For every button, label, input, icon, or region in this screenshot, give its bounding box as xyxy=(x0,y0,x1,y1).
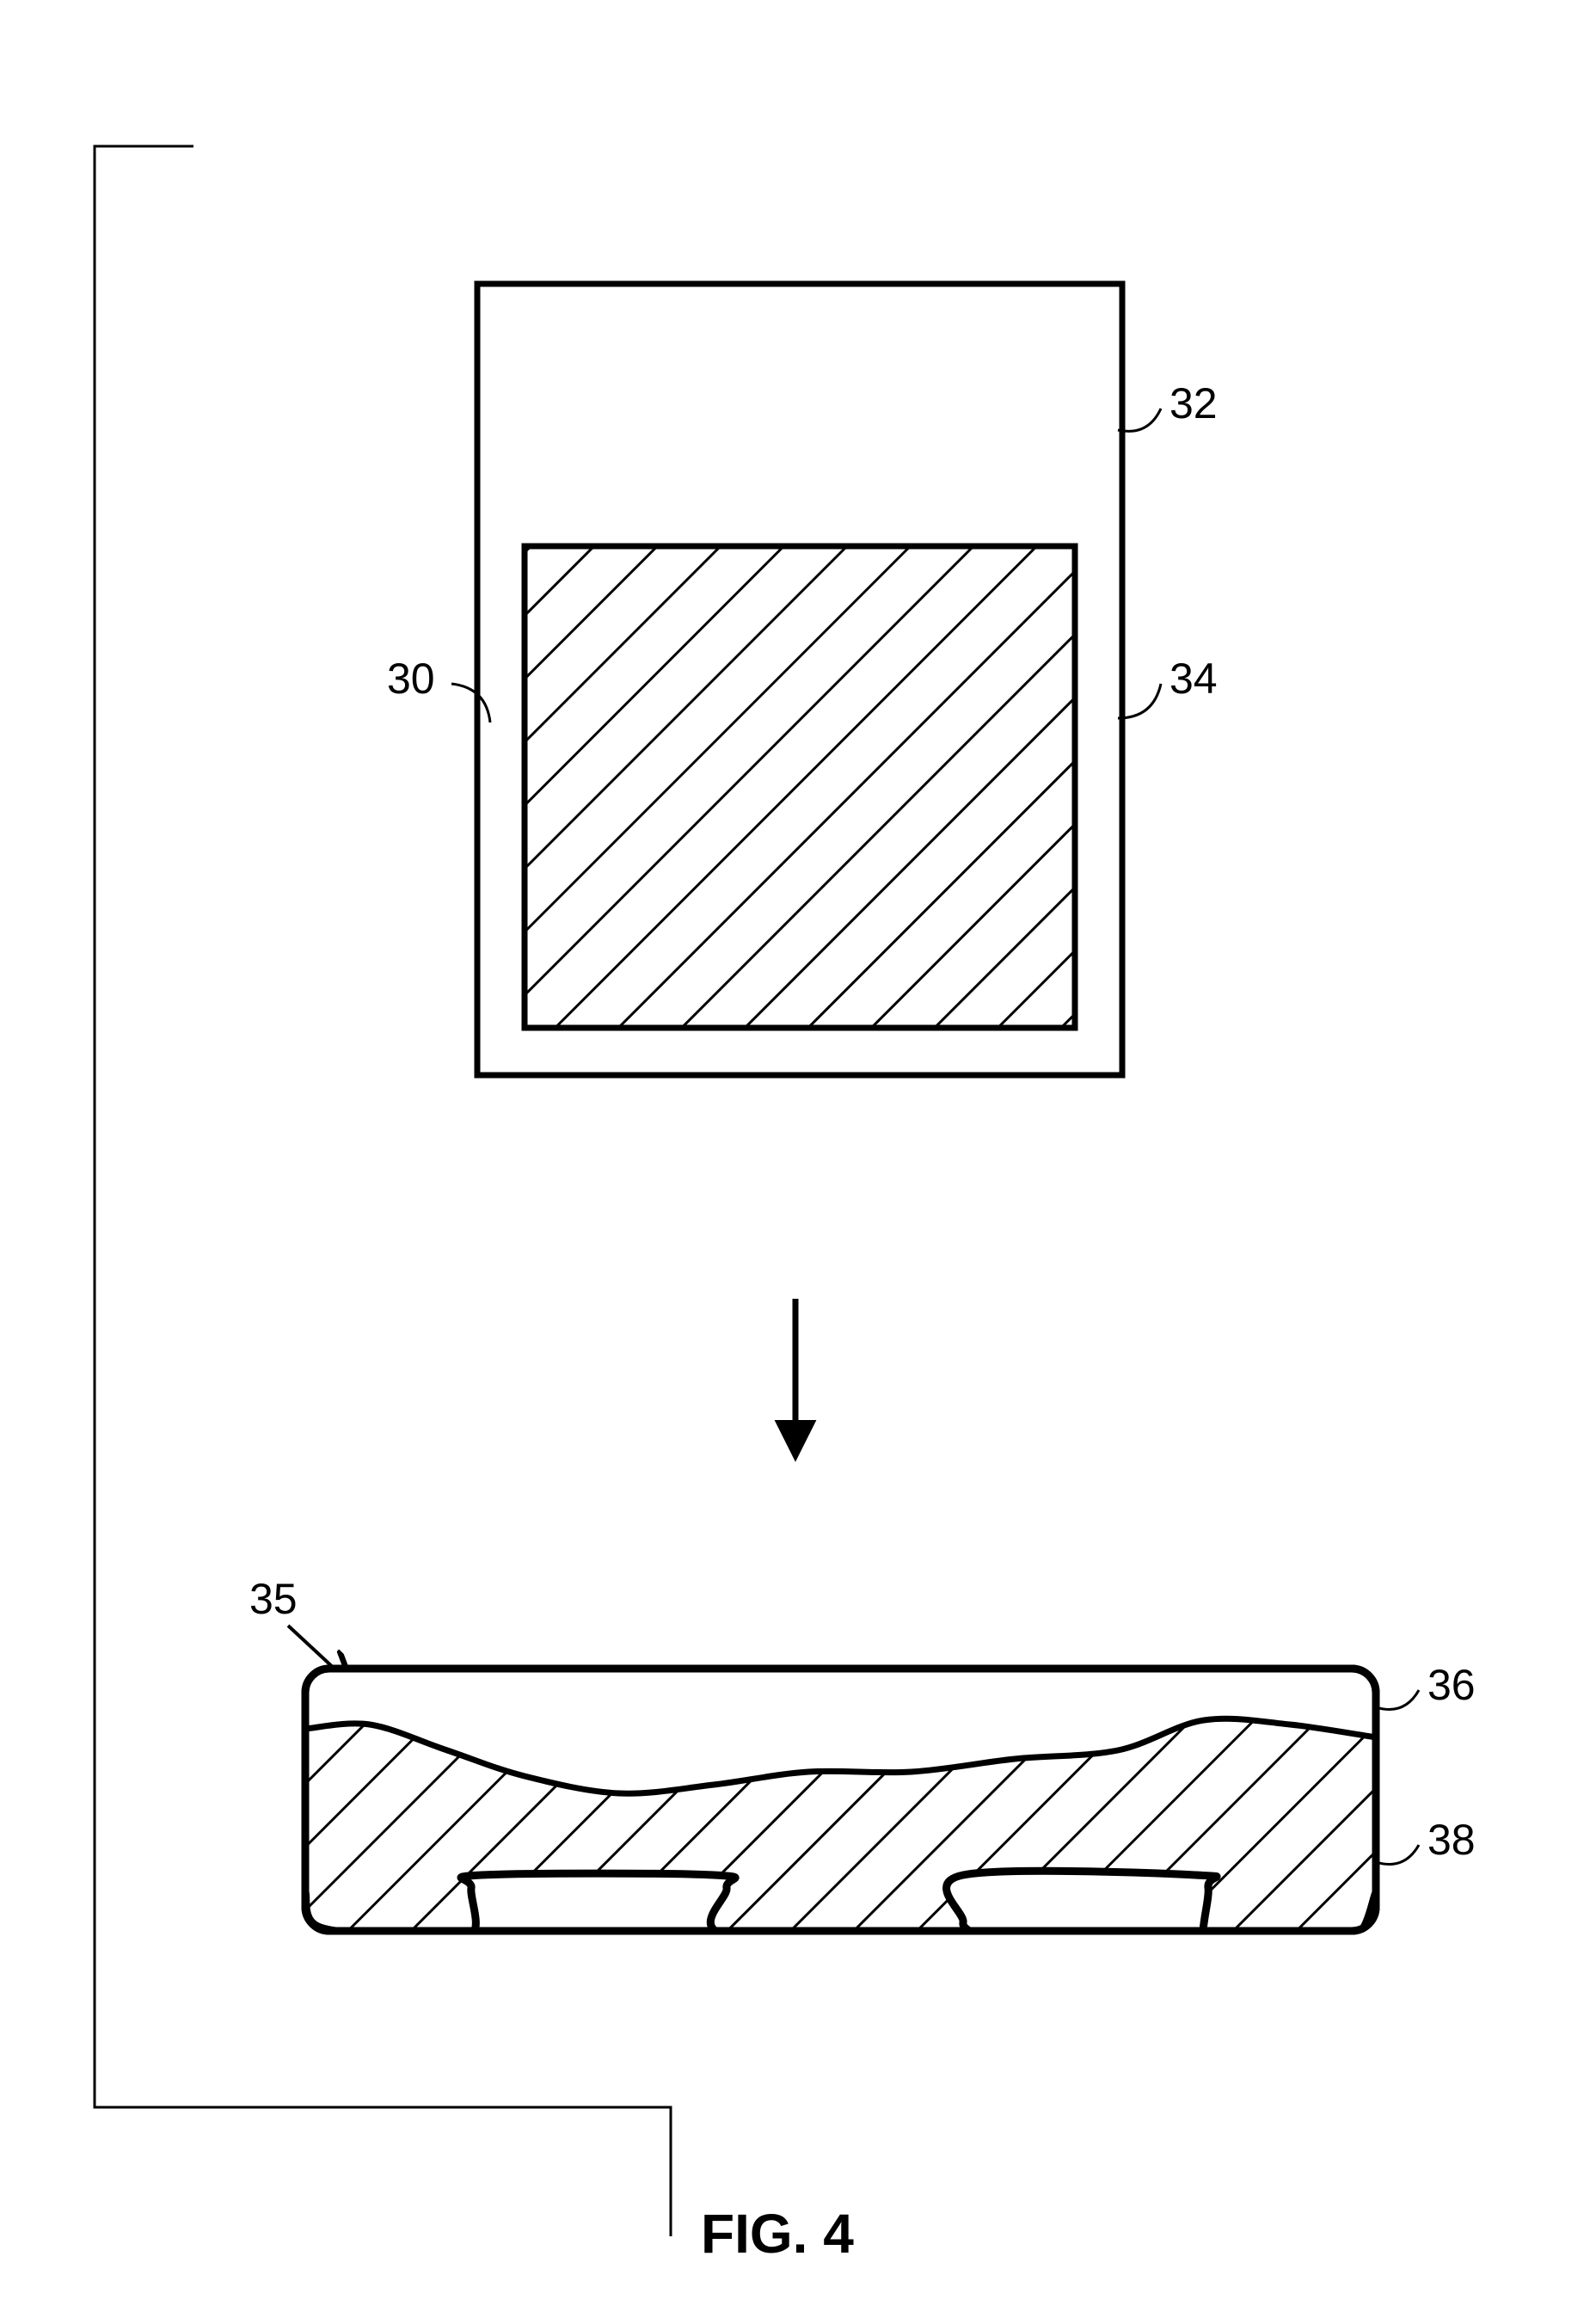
label-30: 30 xyxy=(387,654,435,704)
label-38: 38 xyxy=(1427,1815,1476,1865)
label-35: 35 xyxy=(249,1574,298,1624)
label-34: 34 xyxy=(1169,654,1218,704)
figure-svg xyxy=(0,0,1590,2324)
label-36: 36 xyxy=(1427,1660,1476,1710)
figure-caption: FIG. 4 xyxy=(701,2202,854,2266)
figure-canvas: 30 32 34 35 36 38 FIG. 4 xyxy=(0,0,1590,2324)
label-32: 32 xyxy=(1169,378,1218,428)
